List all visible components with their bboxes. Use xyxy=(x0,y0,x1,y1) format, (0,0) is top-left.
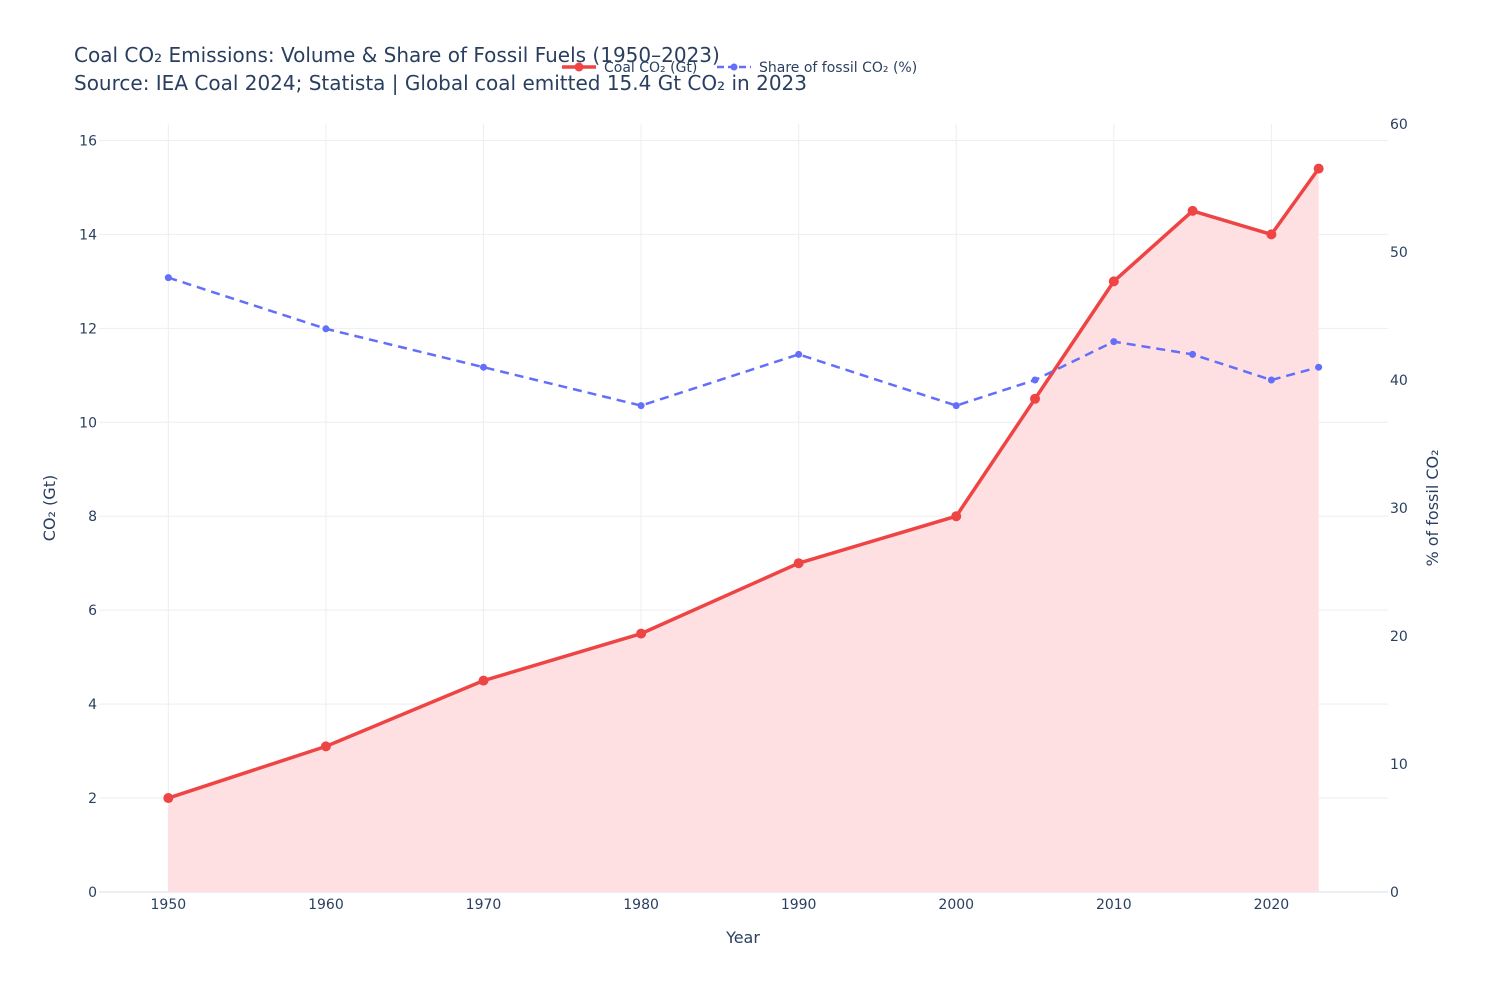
x-tick-label: 1980 xyxy=(623,897,659,913)
data-point-coal[interactable] xyxy=(1030,393,1041,404)
y2-tick-label: 20 xyxy=(1390,629,1408,645)
data-point-coal[interactable] xyxy=(1266,229,1277,240)
legend-marker-share xyxy=(730,63,738,71)
y-tick-label: 4 xyxy=(88,697,97,713)
data-point-coal[interactable] xyxy=(951,511,962,522)
chart-subtitle: Source: IEA Coal 2024; Statista | Global… xyxy=(74,71,807,95)
data-point-share[interactable] xyxy=(637,402,645,410)
data-point-coal[interactable] xyxy=(636,628,647,639)
legend-label-coal: Coal CO₂ (Gt) xyxy=(604,60,697,76)
data-point-share[interactable] xyxy=(1031,376,1039,384)
series-line-share xyxy=(167,276,1319,407)
y2-axis-title: % of fossil CO₂ xyxy=(1423,449,1442,566)
data-point-share[interactable] xyxy=(1110,338,1118,346)
x-tick-label: 1970 xyxy=(466,897,502,913)
data-point-share[interactable] xyxy=(795,350,803,358)
y-tick-label: 10 xyxy=(79,415,97,431)
data-point-coal[interactable] xyxy=(793,558,804,569)
data-point-share[interactable] xyxy=(1189,350,1197,358)
y2-tick-label: 60 xyxy=(1390,117,1408,133)
x-tick-label: 2020 xyxy=(1254,897,1290,913)
legend-label-share: Share of fossil CO₂ (%) xyxy=(759,60,917,76)
y2-tick-label: 30 xyxy=(1390,501,1408,517)
data-point-coal[interactable] xyxy=(1108,276,1119,287)
data-point-share[interactable] xyxy=(952,402,960,410)
area-fill-coal xyxy=(168,168,1319,892)
data-point-share[interactable] xyxy=(479,363,487,371)
x-tick-label: 2010 xyxy=(1096,897,1132,913)
y-tick-label: 12 xyxy=(79,321,97,337)
x-tick-label: 1960 xyxy=(308,897,344,913)
x-tick-label: 1990 xyxy=(781,897,817,913)
chart-title: Coal CO₂ Emissions: Volume & Share of Fo… xyxy=(74,43,720,67)
y2-tick-label: 0 xyxy=(1390,885,1399,901)
x-tick-label: 1950 xyxy=(151,897,187,913)
x-tick-label: 2000 xyxy=(938,897,974,913)
area-layer xyxy=(168,168,1319,892)
y-tick-label: 2 xyxy=(88,791,97,807)
legend-marker-coal xyxy=(574,62,584,72)
data-point-coal[interactable] xyxy=(478,675,489,686)
y-tick-label: 14 xyxy=(79,227,97,243)
x-axis-title: Year xyxy=(725,928,760,947)
marker-layer xyxy=(163,163,1324,804)
data-point-coal[interactable] xyxy=(1187,205,1198,216)
data-point-coal[interactable] xyxy=(320,741,331,752)
y-axis-title: CO₂ (Gt) xyxy=(40,475,59,541)
legend-item-share[interactable]: Share of fossil CO₂ (%) xyxy=(717,60,917,76)
tick-layer: 1950 1960 1970 1980 1990 2000 2010 202002468101… xyxy=(79,117,1408,913)
y2-tick-label: 10 xyxy=(1390,757,1408,773)
legend: Coal CO₂ (Gt) Share of fossil CO₂ (%) xyxy=(562,60,917,76)
y-tick-label: 6 xyxy=(88,603,97,619)
data-point-coal[interactable] xyxy=(1313,163,1324,174)
data-point-share[interactable] xyxy=(322,325,330,333)
y2-tick-label: 40 xyxy=(1390,373,1408,389)
data-point-share[interactable] xyxy=(1315,363,1323,371)
legend-item-coal[interactable]: Coal CO₂ (Gt) xyxy=(562,60,697,76)
y-tick-label: 8 xyxy=(88,509,97,525)
y2-tick-label: 50 xyxy=(1390,245,1408,261)
data-point-share[interactable] xyxy=(164,274,172,282)
data-point-share[interactable] xyxy=(1267,376,1275,384)
y-tick-label: 16 xyxy=(79,133,97,149)
data-point-coal[interactable] xyxy=(163,793,174,804)
y-tick-label: 0 xyxy=(88,885,97,901)
